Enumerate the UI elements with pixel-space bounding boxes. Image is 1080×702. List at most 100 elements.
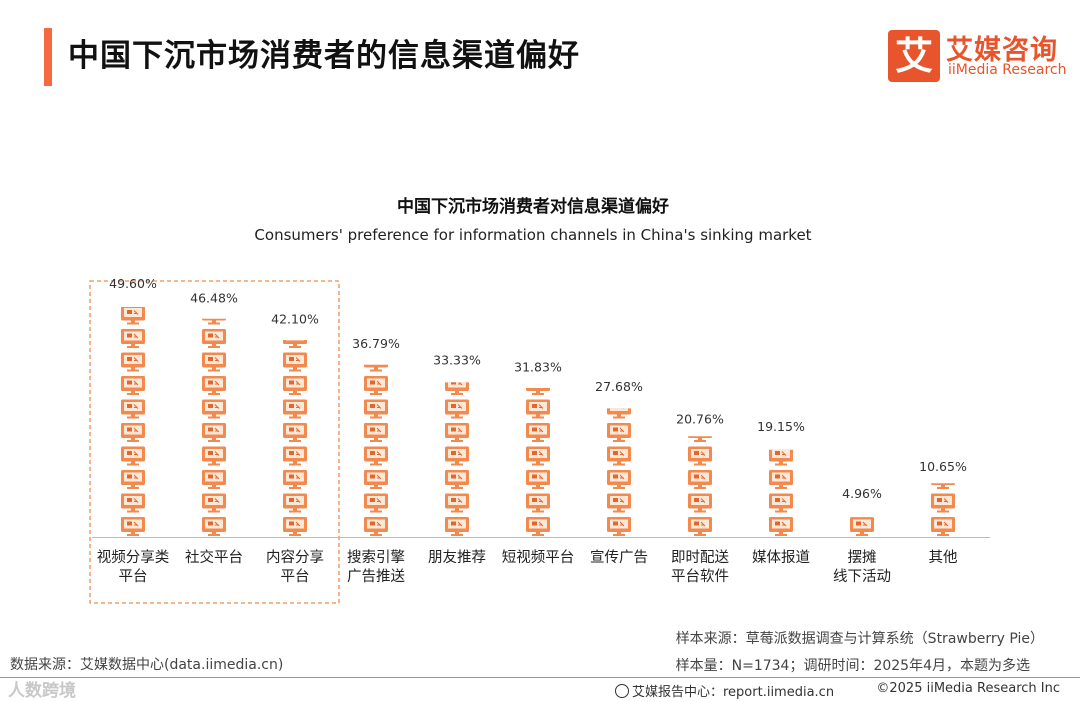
- chart-title: 中国下沉市场消费者对信息渠道偏好: [397, 197, 669, 217]
- monitor-icon: [202, 352, 226, 372]
- data-label: 49.60%: [109, 276, 157, 291]
- report-center-text: 艾媒报告中心：report.iimedia.cn: [632, 685, 835, 700]
- copyright: ©2025 iiMedia Research Inc: [876, 681, 1060, 696]
- sample-source: 样本来源：草莓派数据调查与计算系统（Strawberry Pie）: [675, 631, 1044, 647]
- monitor-icon: [121, 399, 145, 419]
- tick-label: 平台: [119, 568, 148, 585]
- monitor-icon: [202, 399, 226, 419]
- tick-label: 广告推送: [347, 568, 405, 585]
- data-label: 36.79%: [352, 336, 400, 351]
- bar: [202, 318, 226, 536]
- monitor-icon: [607, 408, 631, 419]
- monitor-icon: [202, 470, 226, 489]
- title-accent-bar: [44, 28, 52, 86]
- monitor-icon: [607, 423, 631, 442]
- monitor-icon: [283, 517, 307, 536]
- data-source: 数据来源：艾媒数据中心(data.iimedia.cn): [10, 657, 284, 673]
- monitor-icon: [526, 388, 550, 395]
- monitor-icon: [121, 329, 145, 348]
- bar: [769, 449, 793, 536]
- sample-size: 样本量：N=1734；调研时间：2025年4月，本题为多选: [675, 658, 1030, 674]
- monitor-icon: [607, 470, 631, 489]
- logo-text-cn: 艾媒咨询: [946, 35, 1058, 66]
- monitor-icon: [121, 446, 145, 466]
- monitor-icon: [931, 493, 955, 513]
- data-label: 4.96%: [842, 486, 882, 501]
- monitor-icon: [283, 470, 307, 489]
- monitor-icon: [526, 517, 550, 536]
- bar: [931, 483, 955, 536]
- footer-divider: [0, 677, 1080, 678]
- monitor-icon: [364, 470, 388, 489]
- monitor-icon: [607, 493, 631, 513]
- tick-label: 搜索引擎: [347, 549, 405, 566]
- monitor-icon: [931, 517, 955, 536]
- tick-label: 其他: [929, 549, 958, 566]
- monitor-icon: [688, 517, 712, 536]
- data-label: 46.48%: [190, 291, 238, 306]
- bar: [121, 307, 145, 536]
- highlight-box: [89, 280, 340, 604]
- logo-text-en: iiMedia Research: [948, 62, 1067, 78]
- iimedia-logo-icon: 艾: [888, 30, 940, 82]
- monitor-icon: [526, 470, 550, 489]
- monitor-icon: [364, 399, 388, 419]
- bar: [445, 382, 469, 536]
- monitor-icon: [769, 449, 793, 466]
- monitor-icon: [688, 446, 712, 466]
- monitor-icon: [364, 517, 388, 536]
- data-label: 10.65%: [919, 459, 967, 474]
- tick-label: 社交平台: [185, 548, 243, 566]
- monitor-icon: [607, 446, 631, 466]
- monitor-icon: [445, 517, 469, 536]
- monitor-icon: [283, 340, 307, 348]
- monitor-icon: [364, 423, 388, 442]
- monitor-icon: [283, 493, 307, 513]
- monitor-icon: [121, 307, 145, 325]
- monitor-icon: [121, 493, 145, 513]
- tick-label: 媒体报道: [752, 549, 810, 566]
- monitor-icon: [364, 493, 388, 513]
- monitor-icon: [283, 352, 307, 372]
- bar: [364, 364, 388, 536]
- monitor-icon: [202, 446, 226, 466]
- tick-label: 线下活动: [833, 568, 891, 585]
- monitor-icon: [283, 446, 307, 466]
- monitor-icon: [121, 423, 145, 442]
- monitor-icon: [931, 483, 955, 489]
- tick-label: 平台: [281, 568, 310, 585]
- monitor-icon: [121, 470, 145, 489]
- monitor-icon: [202, 493, 226, 513]
- monitor-icon: [202, 329, 226, 348]
- monitor-icon: [445, 423, 469, 442]
- data-label: 20.76%: [676, 412, 724, 427]
- report-center: 艾媒报告中心：report.iimedia.cn: [615, 681, 834, 700]
- bar: [607, 408, 631, 536]
- monitor-icon: [688, 470, 712, 489]
- monitor-icon: [769, 470, 793, 489]
- monitor-icon: [688, 436, 712, 442]
- tick-label: 短视频平台: [502, 549, 575, 566]
- monitor-icon: [445, 470, 469, 489]
- monitor-icon: [364, 376, 388, 395]
- monitor-icon: [769, 517, 793, 536]
- watermark: 人数跨境: [8, 681, 76, 701]
- bar: [526, 388, 550, 536]
- data-label: 33.33%: [433, 352, 481, 367]
- monitor-icon: [121, 376, 145, 395]
- monitor-icon: [526, 399, 550, 419]
- tick-label: 朋友推荐: [428, 549, 486, 566]
- globe-icon: [615, 684, 629, 698]
- monitor-icon: [364, 446, 388, 466]
- monitor-icon: [850, 517, 874, 536]
- tick-label: 摆摊: [848, 549, 877, 566]
- monitor-icon: [769, 493, 793, 513]
- data-label: 31.83%: [514, 360, 562, 375]
- data-label: 42.10%: [271, 311, 319, 326]
- monitor-icon: [688, 493, 712, 513]
- monitor-icon: [283, 423, 307, 442]
- monitor-icon: [202, 376, 226, 395]
- monitor-icon: [121, 352, 145, 372]
- monitor-icon: [526, 493, 550, 513]
- data-label: 19.15%: [757, 419, 805, 434]
